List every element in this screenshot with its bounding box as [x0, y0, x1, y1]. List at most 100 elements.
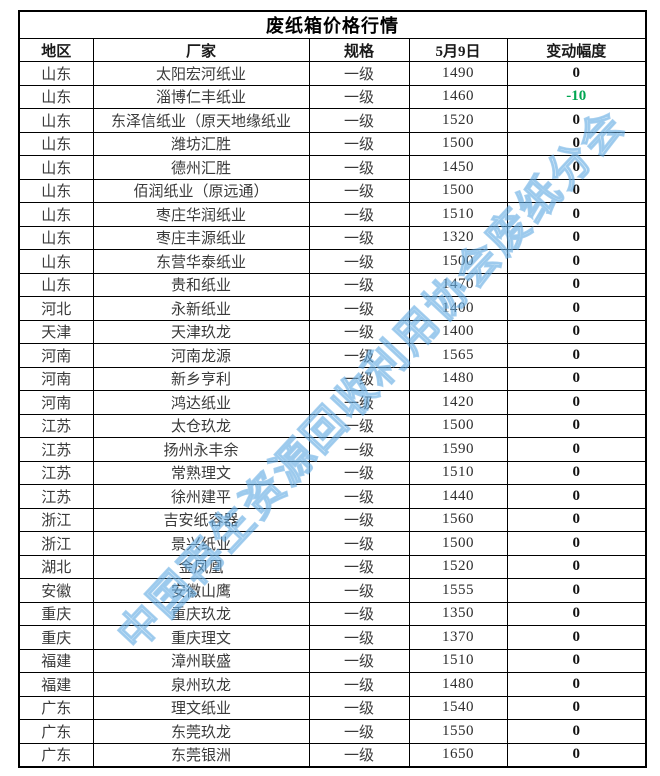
grade-cell: 一级 — [308, 249, 410, 274]
price-cell: 1350 — [408, 601, 508, 626]
price-cell: 1480 — [408, 672, 508, 697]
grade-cell: 一级 — [308, 272, 410, 297]
factory-cell: 吉安纸容器 — [92, 507, 310, 532]
grade-cell: 一级 — [308, 131, 410, 156]
grade-cell: 一级 — [308, 343, 410, 368]
region-cell: 浙江 — [18, 531, 94, 556]
change-cell: 0 — [506, 319, 647, 344]
region-cell: 福建 — [18, 648, 94, 673]
table-title-row: 废纸箱价格行情 — [18, 10, 647, 39]
grade-cell: 一级 — [308, 695, 410, 720]
grade-cell: 一级 — [308, 648, 410, 673]
table-row: 广东 理文纸业 一级 1540 0 — [18, 695, 647, 720]
factory-cell: 东莞银洲 — [92, 742, 310, 767]
change-cell: 0 — [506, 366, 647, 391]
factory-cell: 金凤凰 — [92, 554, 310, 579]
change-cell: 0 — [506, 155, 647, 180]
column-header-3: 5月9日 — [408, 38, 508, 62]
table-row: 江苏 常熟理文 一级 1510 0 — [18, 460, 647, 485]
price-cell: 1520 — [408, 108, 508, 133]
grade-cell: 一级 — [308, 155, 410, 180]
table-row: 河北 永新纸业 一级 1400 0 — [18, 296, 647, 321]
factory-cell: 东泽信纸业（原天地缘纸业 — [92, 108, 310, 133]
price-cell: 1400 — [408, 296, 508, 321]
region-cell: 湖北 — [18, 554, 94, 579]
grade-cell: 一级 — [308, 319, 410, 344]
grade-cell: 一级 — [308, 413, 410, 438]
table-body: 山东 太阳宏河纸业 一级 1490 0 山东 淄博仁丰纸业 一级 1460 -10 山东 东泽信纸业（… — [18, 61, 647, 767]
table-row: 湖北 金凤凰 一级 1520 0 — [18, 554, 647, 579]
grade-cell: 一级 — [308, 84, 410, 109]
price-cell: 1510 — [408, 460, 508, 485]
change-cell: 0 — [506, 484, 647, 509]
change-cell: 0 — [506, 61, 647, 86]
table-row: 山东 枣庄华润纸业 一级 1510 0 — [18, 202, 647, 227]
factory-cell: 扬州永丰余 — [92, 437, 310, 462]
region-cell: 山东 — [18, 249, 94, 274]
price-cell: 1510 — [408, 202, 508, 227]
price-cell: 1400 — [408, 319, 508, 344]
region-cell: 山东 — [18, 178, 94, 203]
change-cell: 0 — [506, 531, 647, 556]
region-cell: 山东 — [18, 131, 94, 156]
factory-cell: 徐州建平 — [92, 484, 310, 509]
price-cell: 1500 — [408, 178, 508, 203]
change-cell: 0 — [506, 578, 647, 603]
region-cell: 重庆 — [18, 625, 94, 650]
region-cell: 河南 — [18, 343, 94, 368]
table-row: 山东 太阳宏河纸业 一级 1490 0 — [18, 61, 647, 86]
grade-cell: 一级 — [308, 507, 410, 532]
page-title: 废纸箱价格行情 — [18, 10, 647, 39]
factory-cell: 东营华泰纸业 — [92, 249, 310, 274]
region-cell: 山东 — [18, 155, 94, 180]
grade-cell: 一级 — [308, 225, 410, 250]
change-cell: 0 — [506, 272, 647, 297]
grade-cell: 一级 — [308, 178, 410, 203]
table-row: 山东 佰润纸业（原远通） 一级 1500 0 — [18, 178, 647, 203]
grade-cell: 一级 — [308, 61, 410, 86]
column-header-1: 厂家 — [92, 38, 310, 62]
factory-cell: 天津玖龙 — [92, 319, 310, 344]
grade-cell: 一级 — [308, 719, 410, 744]
region-cell: 山东 — [18, 84, 94, 109]
region-cell: 山东 — [18, 61, 94, 86]
change-cell: 0 — [506, 437, 647, 462]
grade-cell: 一级 — [308, 108, 410, 133]
price-cell: 1520 — [408, 554, 508, 579]
table-row: 山东 东泽信纸业（原天地缘纸业 一级 1520 0 — [18, 108, 647, 133]
table-row: 广东 东莞银洲 一级 1650 0 — [18, 742, 647, 767]
change-cell: 0 — [506, 507, 647, 532]
grade-cell: 一级 — [308, 531, 410, 556]
region-cell: 浙江 — [18, 507, 94, 532]
change-cell: 0 — [506, 108, 647, 133]
price-cell: 1650 — [408, 742, 508, 767]
table-row: 河南 河南龙源 一级 1565 0 — [18, 343, 647, 368]
table-header-row: 地区 厂家 规格 5月9日 变动幅度 — [18, 38, 647, 62]
region-cell: 江苏 — [18, 437, 94, 462]
grade-cell: 一级 — [308, 202, 410, 227]
change-cell: 0 — [506, 249, 647, 274]
price-cell: 1470 — [408, 272, 508, 297]
price-cell: 1480 — [408, 366, 508, 391]
grade-cell: 一级 — [308, 601, 410, 626]
factory-cell: 枣庄华润纸业 — [92, 202, 310, 227]
factory-cell: 重庆玖龙 — [92, 601, 310, 626]
factory-cell: 太仓玖龙 — [92, 413, 310, 438]
region-cell: 广东 — [18, 695, 94, 720]
factory-cell: 佰润纸业（原远通） — [92, 178, 310, 203]
factory-cell: 漳州联盛 — [92, 648, 310, 673]
factory-cell: 河南龙源 — [92, 343, 310, 368]
region-cell: 河南 — [18, 366, 94, 391]
grade-cell: 一级 — [308, 554, 410, 579]
table-row: 安徽 安徽山鹰 一级 1555 0 — [18, 578, 647, 603]
price-cell: 1420 — [408, 390, 508, 415]
table-row: 山东 东营华泰纸业 一级 1500 0 — [18, 249, 647, 274]
column-header-0: 地区 — [18, 38, 94, 62]
factory-cell: 常熟理文 — [92, 460, 310, 485]
grade-cell: 一级 — [308, 390, 410, 415]
factory-cell: 鸿达纸业 — [92, 390, 310, 415]
change-cell: 0 — [506, 296, 647, 321]
change-cell: 0 — [506, 202, 647, 227]
region-cell: 山东 — [18, 202, 94, 227]
price-table: 废纸箱价格行情 地区 厂家 规格 5月9日 变动幅度 山东 太阳宏河纸业 一级 1490 0 山东… — [18, 10, 648, 768]
